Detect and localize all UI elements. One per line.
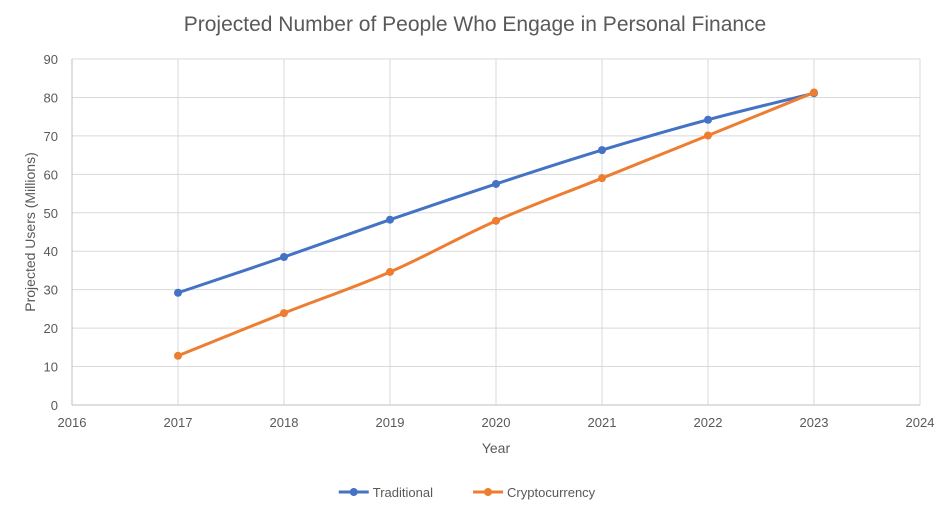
y-tick-label: 0	[51, 398, 58, 413]
legend-item-cryptocurrency: Cryptocurrency	[473, 485, 596, 500]
x-tick-label: 2020	[482, 415, 511, 430]
x-tick-label: 2017	[164, 415, 193, 430]
series-cryptocurrency	[174, 88, 818, 360]
x-tick-label: 2019	[376, 415, 405, 430]
x-tick-label: 2021	[588, 415, 617, 430]
data-point-traditional	[598, 146, 606, 155]
x-tick-labels: 2016 2017 2018 2019 2020 2021 2022 2023 2024	[58, 415, 935, 430]
chart-title: Projected Number of People Who Engage in…	[184, 13, 767, 36]
x-tick-label: 2024	[906, 415, 935, 430]
x-tick-label: 2022	[694, 415, 723, 430]
y-tick-label: 70	[44, 129, 58, 144]
x-tick-label: 2018	[270, 415, 299, 430]
legend-label-cryptocurrency: Cryptocurrency	[507, 485, 596, 500]
y-tick-labels: 0 10 20 30 40 50 60 70 80 90	[44, 52, 58, 413]
legend-label-traditional: Traditional	[373, 485, 433, 500]
y-axis-title: Projected Users (Millions)	[22, 152, 38, 311]
legend-marker-cryptocurrency	[484, 488, 493, 496]
y-tick-label: 80	[44, 90, 58, 105]
y-tick-label: 40	[44, 244, 58, 259]
data-point-cryptocurrency	[386, 267, 394, 276]
legend: Traditional Cryptocurrency	[338, 485, 596, 500]
y-tick-label: 20	[44, 321, 58, 336]
y-tick-label: 90	[44, 52, 58, 67]
y-tick-label: 10	[44, 360, 58, 375]
x-tick-label: 2016	[58, 415, 87, 430]
gridlines	[72, 58, 921, 405]
data-point-cryptocurrency	[280, 309, 288, 318]
x-axis-title: Year	[482, 440, 511, 456]
data-point-cryptocurrency	[174, 351, 182, 360]
x-tick-label: 2023	[800, 415, 829, 430]
series	[174, 88, 818, 360]
data-point-traditional	[704, 115, 712, 124]
data-point-cryptocurrency	[810, 88, 818, 97]
y-tick-label: 30	[44, 283, 58, 298]
y-tick-label: 50	[44, 206, 58, 221]
data-point-cryptocurrency	[704, 131, 712, 140]
data-point-traditional	[280, 252, 288, 261]
legend-item-traditional: Traditional	[338, 485, 433, 500]
data-point-cryptocurrency	[492, 216, 500, 225]
data-point-traditional	[492, 179, 500, 188]
data-point-traditional	[386, 215, 394, 224]
legend-marker-traditional	[349, 488, 358, 496]
y-tick-label: 60	[44, 167, 58, 182]
axes	[71, 59, 920, 406]
data-point-traditional	[174, 288, 182, 297]
data-point-cryptocurrency	[598, 174, 606, 183]
